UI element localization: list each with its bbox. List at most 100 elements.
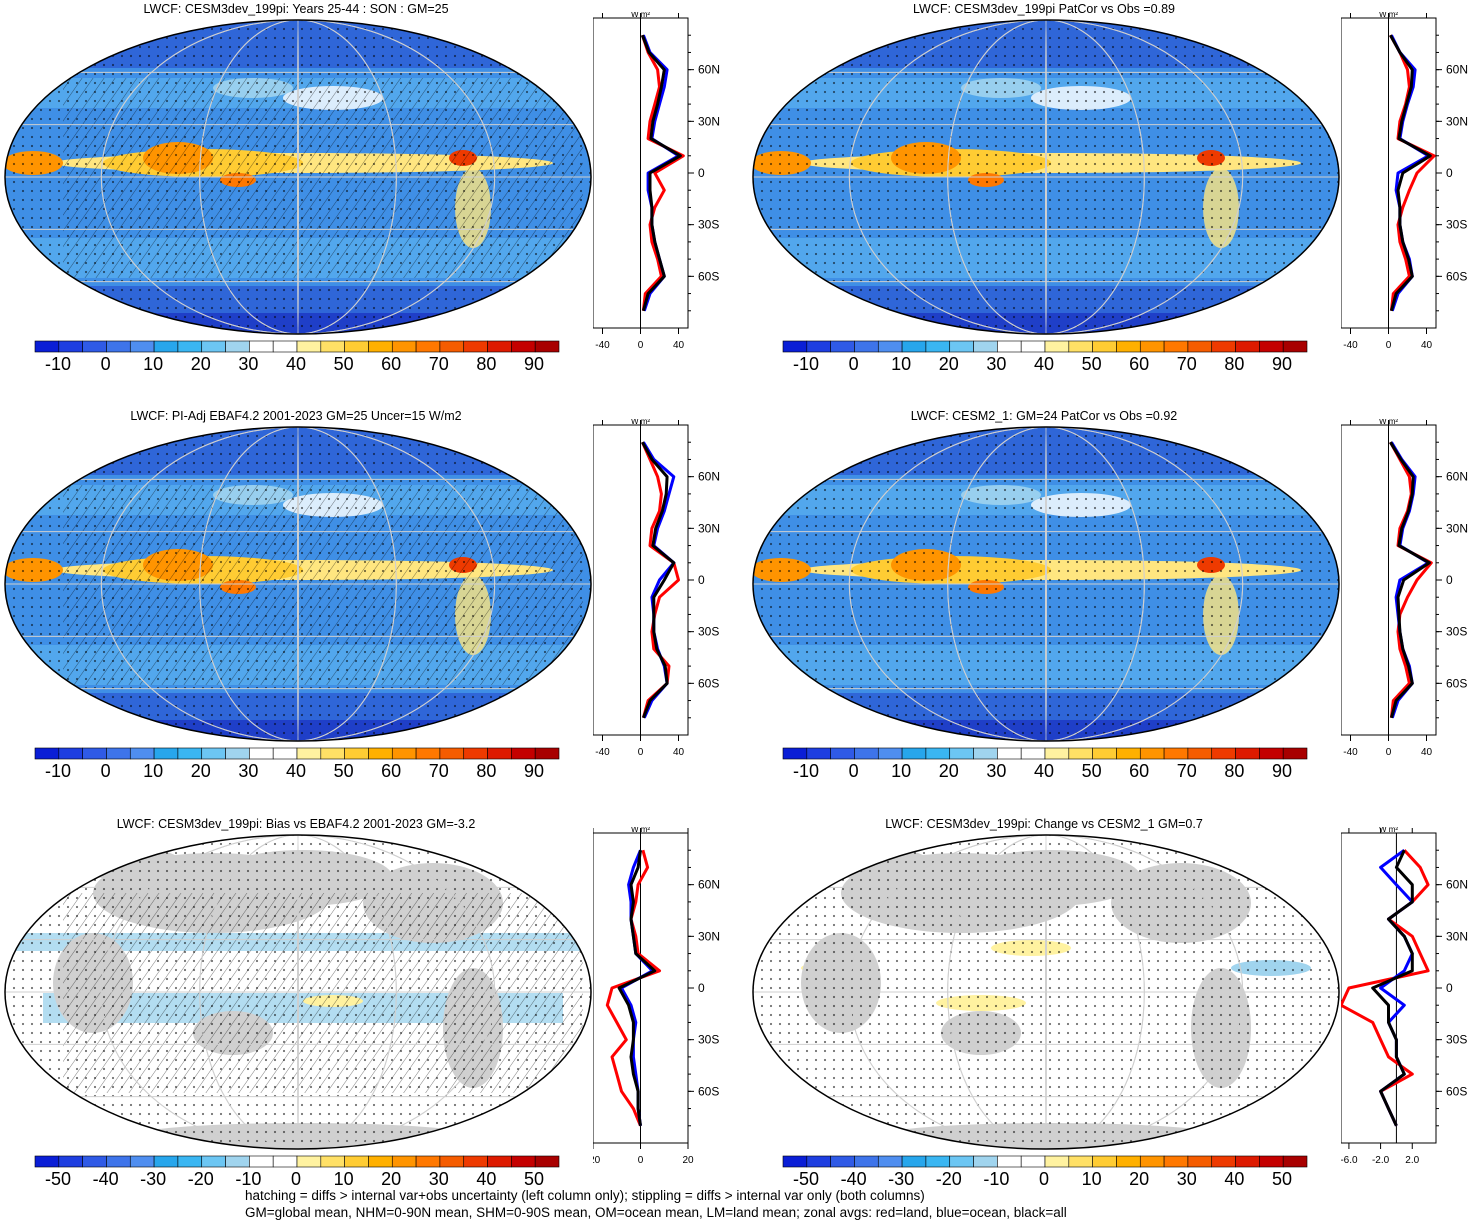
colorbar [782, 1155, 1308, 1168]
zonal-mean-plot: 60N 30N 0 30S 60S -20 0 20 W m² [593, 827, 720, 1166]
map-outline [4, 426, 592, 742]
colorbar-swatch [272, 1155, 298, 1168]
colorbar-swatch [439, 340, 465, 353]
colorbar-tick-label: 20 [190, 761, 211, 781]
zonal-lat-tick-label: 30S [1446, 1033, 1467, 1047]
zonal-lat-tick-label: 60S [698, 676, 719, 690]
zonal-lat-tick-label: 30N [1446, 114, 1468, 128]
zonal-lat-tick-label: 60S [698, 269, 719, 283]
colorbar-swatch [415, 747, 441, 760]
colorbar-swatch [806, 340, 831, 353]
colorbar-tick-label: 80 [1224, 354, 1245, 374]
colorbar-swatch [177, 747, 203, 760]
colorbar-tick-label: -10 [235, 1169, 262, 1189]
colorbar-tick-label: 50 [1271, 1169, 1293, 1189]
colorbar-tick-label: 10 [143, 354, 164, 374]
map-field [5, 835, 591, 1149]
colorbar-swatch [1282, 1155, 1308, 1168]
colorbar-swatch [34, 1155, 60, 1168]
colorbar-tick-label: -40 [92, 1169, 119, 1189]
colorbar [34, 1155, 560, 1168]
map-outline [752, 834, 1340, 1150]
colorbar-tick-label: 40 [1033, 354, 1055, 374]
colorbar-tick-label: -10 [983, 1169, 1010, 1189]
colorbar-swatch [854, 340, 879, 353]
colorbar [782, 340, 1308, 353]
colorbar-tick-label: 50 [523, 1169, 545, 1189]
zonal-lat-tick-label: 30S [698, 625, 719, 639]
colorbar-swatch [782, 340, 808, 353]
colorbar-tick-label: 80 [476, 761, 497, 781]
colorbar-swatch [296, 340, 322, 353]
colorbar-tick-label: -50 [44, 1169, 72, 1189]
colorbar-swatch [1020, 1155, 1046, 1168]
zonal-unit-label: W m² [1379, 419, 1398, 426]
colorbar-swatch [439, 1155, 465, 1168]
colorbar-swatch [925, 1155, 951, 1168]
colorbar-swatch [782, 1155, 808, 1168]
graticule [753, 835, 1339, 1149]
colorbar-swatch [34, 747, 60, 760]
colorbar-swatch [1068, 1155, 1093, 1168]
zonal-x-tick-label: 2.0 [1405, 1155, 1419, 1166]
colorbar-swatch [1092, 1155, 1117, 1168]
colorbar-swatch [320, 1155, 345, 1168]
colorbar-tick-label: -10 [44, 761, 72, 781]
colorbar-swatch [225, 340, 250, 353]
colorbar-swatch [201, 747, 226, 760]
colorbar-tick-label: 20 [938, 354, 959, 374]
graticule [5, 427, 591, 741]
map-panel [4, 19, 592, 335]
zonal-x-tick-label: 0 [1386, 340, 1392, 351]
zonal-lat-tick-label: 0 [1446, 981, 1453, 995]
colorbar-swatch [320, 340, 345, 353]
colorbar-swatch [1235, 747, 1260, 760]
zonal-lat-tick-label: 30S [698, 1033, 719, 1047]
colorbar-swatch [534, 340, 560, 353]
colorbar-swatch [1259, 340, 1284, 353]
colorbar-tick-label: 30 [1176, 1169, 1197, 1189]
colorbar-swatch [877, 747, 903, 760]
colorbar-tick-label: 90 [523, 761, 545, 781]
zonal-mean-plot: 60N 30N 0 30S 60S -40 0 40 W m² [593, 12, 720, 351]
colorbar-swatch [1211, 1155, 1236, 1168]
zonal-x-tick-label: 20 [682, 1155, 694, 1166]
zonal-x-tick-label: -6.0 [1341, 1155, 1358, 1166]
colorbar-swatch [1116, 1155, 1141, 1168]
colorbar-swatch [391, 340, 417, 353]
colorbar-swatch [511, 340, 536, 353]
panel-title: LWCF: CESM3dev_199pi: Years 25-44 : SON … [143, 2, 449, 16]
zonal-x-tick-label: 0 [638, 1155, 644, 1166]
zonal-mean-plot: 60N 30N 0 30S 60S -40 0 40 W m² [1341, 419, 1468, 758]
colorbar-tick-label: 10 [891, 354, 912, 374]
colorbar-swatch [1282, 747, 1308, 760]
map-panel [4, 834, 592, 1150]
colorbar-tick-label: 50 [333, 354, 354, 374]
zonal-unit-label: W m² [631, 827, 650, 834]
colorbar-swatch [153, 340, 179, 353]
colorbar-tick-label: 0 [100, 761, 111, 781]
colorbar-swatch [82, 340, 107, 353]
panel-title: LWCF: CESM2_1: GM=24 PatCor vs Obs =0.92 [910, 409, 1178, 423]
colorbar-tick-label: 80 [476, 354, 497, 374]
zonal-lat-tick-label: 30N [698, 521, 720, 535]
colorbar-swatch [1116, 747, 1141, 760]
panel-title: LWCF: CESM3dev_199pi: Change vs CESM2_1 … [885, 817, 1203, 831]
colorbar-tick-label: 40 [1033, 761, 1055, 781]
zonal-series-all [640, 34, 682, 312]
colorbar-tick-label: -20 [935, 1169, 962, 1189]
colorbar-swatch [106, 1155, 131, 1168]
colorbar-swatch [391, 1155, 417, 1168]
colorbar-swatch [296, 747, 322, 760]
colorbar-tick-label: 90 [523, 354, 545, 374]
zonal-unit-label: W m² [1379, 827, 1398, 834]
graticule [753, 20, 1339, 334]
colorbar [782, 747, 1308, 760]
colorbar-swatch [973, 747, 998, 760]
colorbar-swatch [153, 747, 179, 760]
colorbar-swatch [925, 747, 951, 760]
colorbar-tick-label: 50 [1081, 354, 1102, 374]
colorbar-tick-label: -10 [792, 354, 820, 374]
zonal-unit-label: W m² [631, 419, 650, 426]
map-panel [752, 834, 1340, 1150]
